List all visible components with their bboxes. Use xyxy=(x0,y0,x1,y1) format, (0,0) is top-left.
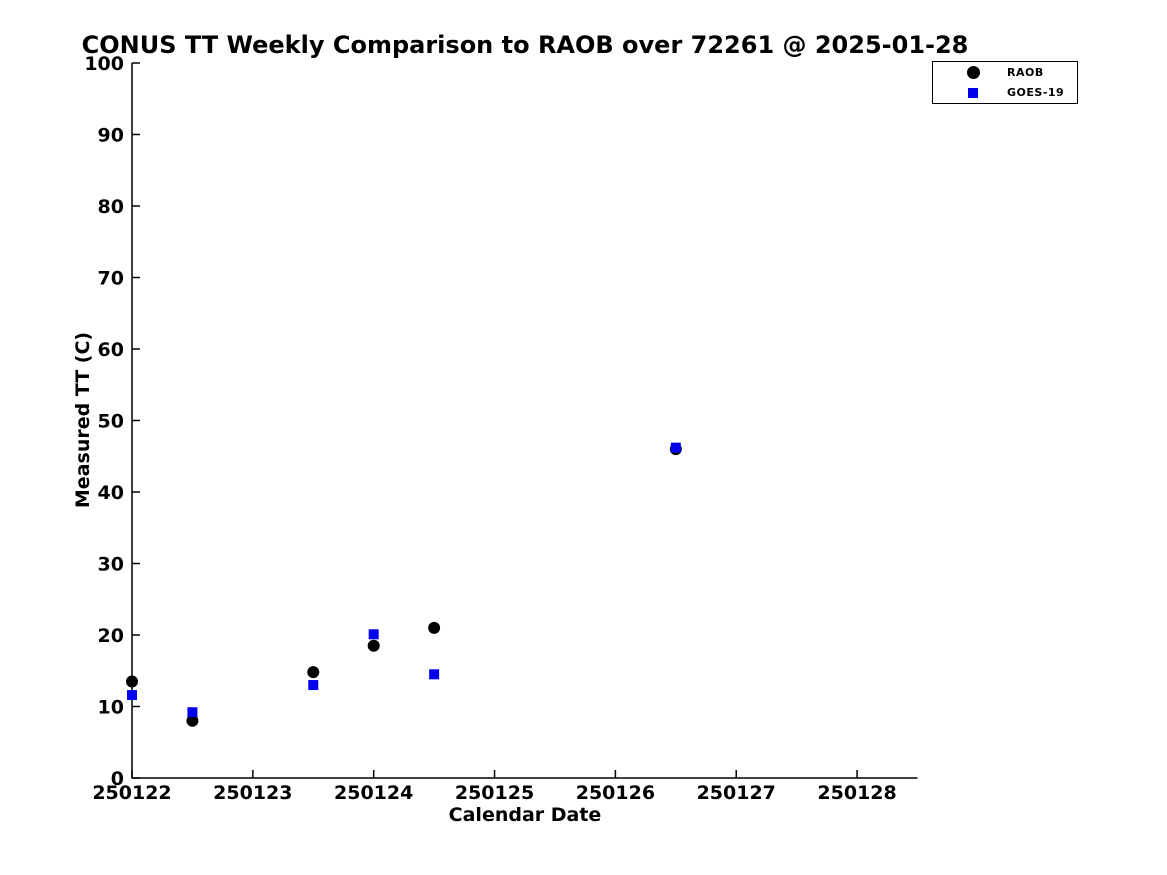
y-tick-label: 100 xyxy=(84,53,124,75)
goes-19-point xyxy=(670,442,681,453)
y-tick-label: 10 xyxy=(98,697,124,719)
goes-19-point xyxy=(368,629,379,640)
goes-19-marker-icon xyxy=(966,86,980,100)
x-axis-label: Calendar Date xyxy=(448,804,602,826)
legend: RAOB GOES-19 xyxy=(932,61,1078,104)
x-tick-label: 250128 xyxy=(817,782,896,804)
x-tick-label: 250124 xyxy=(334,782,413,804)
chart-title: CONUS TT Weekly Comparison to RAOB over … xyxy=(81,31,969,59)
y-tick-label: 60 xyxy=(98,339,124,361)
goes-19-point xyxy=(308,680,319,691)
x-tick-label: 250127 xyxy=(697,782,776,804)
goes-19-square-icon xyxy=(968,87,978,98)
y-tick-label: 70 xyxy=(98,268,124,290)
goes-19-point xyxy=(429,669,440,680)
x-tick-label: 250122 xyxy=(92,782,171,804)
raob-point xyxy=(428,621,441,634)
raob-point xyxy=(307,666,320,679)
legend-label-raob: RAOB xyxy=(1007,66,1044,79)
y-tick-label: 30 xyxy=(98,554,124,576)
raob-marker-icon xyxy=(966,66,980,80)
goes-19-point xyxy=(127,690,137,701)
y-tick-label: 20 xyxy=(98,625,124,647)
x-tick-label: 250125 xyxy=(455,782,534,804)
axis-lines xyxy=(131,63,918,779)
legend-entry-goes-19: GOES-19 xyxy=(933,83,1077,103)
raob-point xyxy=(126,675,138,688)
y-axis-label: Measured TT (C) xyxy=(72,331,94,509)
raob-circle-icon xyxy=(966,66,980,79)
y-tick-label: 40 xyxy=(98,482,124,504)
x-tick-label: 250126 xyxy=(576,782,655,804)
legend-entry-raob: RAOB xyxy=(933,63,1077,83)
legend-label-goes-19: GOES-19 xyxy=(1007,86,1065,99)
y-tick-label: 0 xyxy=(111,768,124,790)
y-tick-label: 50 xyxy=(98,411,124,433)
raob-point xyxy=(367,639,380,652)
goes-19-point xyxy=(187,707,198,718)
y-tick-label: 80 xyxy=(98,196,124,218)
y-tick-label: 90 xyxy=(98,125,124,147)
x-tick-label: 250123 xyxy=(213,782,292,804)
raob-point xyxy=(186,714,199,727)
